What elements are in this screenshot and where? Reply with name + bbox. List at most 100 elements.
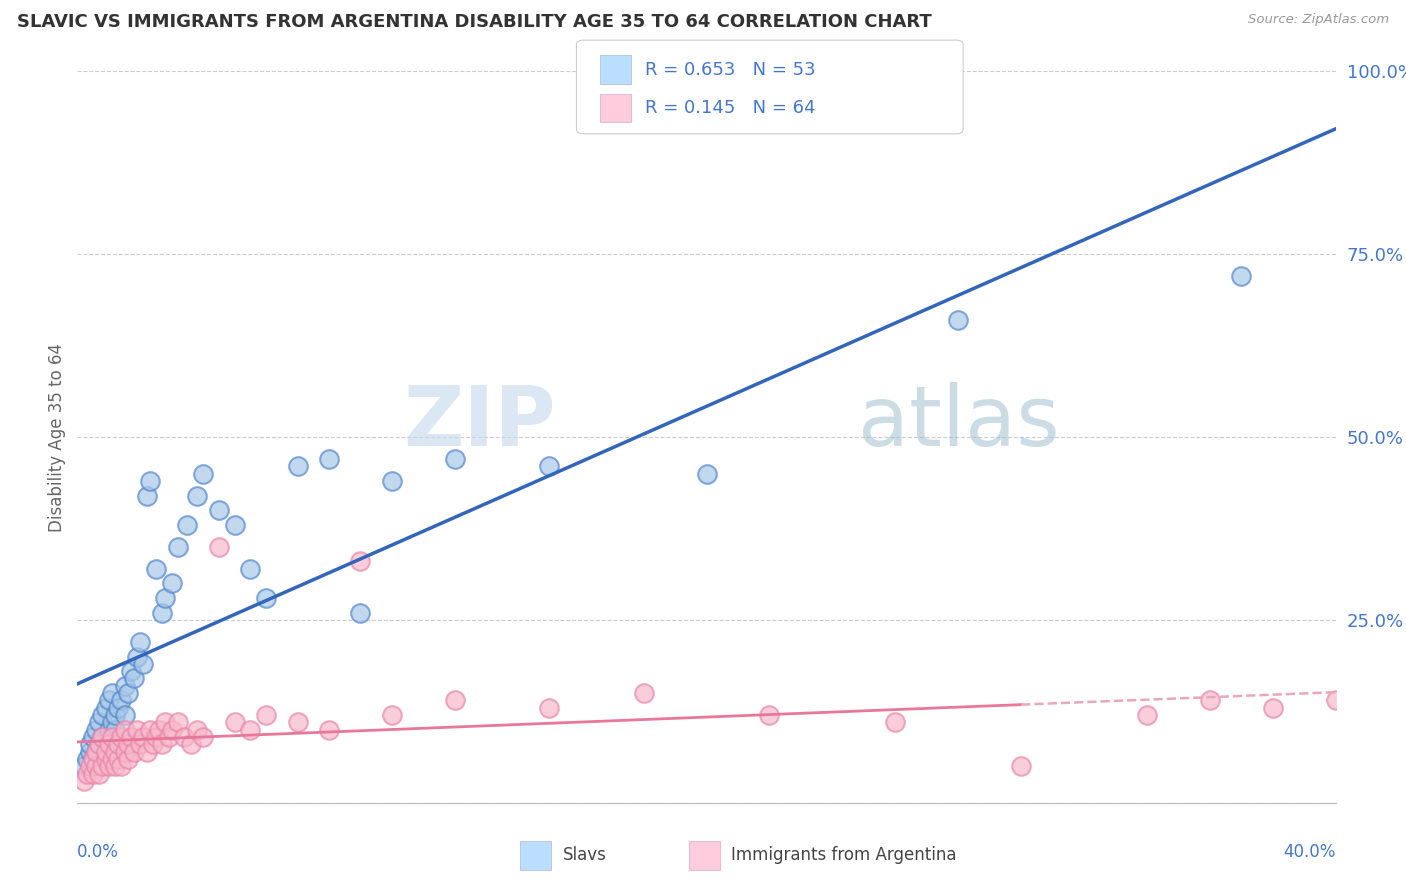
- Point: [104, 759, 127, 773]
- Point: [1230, 269, 1253, 284]
- Point: [180, 737, 202, 751]
- Point: [107, 752, 129, 766]
- Text: Source: ZipAtlas.com: Source: ZipAtlas.com: [1249, 13, 1389, 27]
- Point: [91, 708, 114, 723]
- Point: [160, 723, 183, 737]
- Point: [173, 730, 195, 744]
- Point: [114, 679, 136, 693]
- Point: [633, 686, 655, 700]
- Text: ZIP: ZIP: [404, 382, 555, 463]
- Point: [97, 759, 120, 773]
- Point: [208, 540, 231, 554]
- Point: [107, 737, 129, 751]
- Point: [884, 715, 907, 730]
- Point: [104, 723, 127, 737]
- Point: [101, 686, 124, 700]
- Point: [287, 459, 309, 474]
- Point: [1198, 693, 1220, 707]
- Point: [91, 730, 114, 744]
- Point: [239, 723, 262, 737]
- Point: [186, 723, 208, 737]
- Point: [104, 708, 127, 723]
- Point: [444, 693, 467, 707]
- Point: [94, 700, 117, 714]
- Point: [82, 752, 104, 766]
- Point: [94, 745, 117, 759]
- Point: [254, 591, 277, 605]
- Point: [72, 759, 94, 773]
- Text: 0.0%: 0.0%: [77, 843, 120, 861]
- Point: [129, 635, 152, 649]
- Point: [110, 693, 132, 707]
- Point: [132, 657, 155, 671]
- Point: [208, 503, 231, 517]
- Point: [91, 759, 114, 773]
- Point: [89, 766, 111, 780]
- Point: [117, 737, 139, 751]
- Point: [114, 723, 136, 737]
- Point: [381, 474, 404, 488]
- Point: [117, 752, 139, 766]
- Point: [224, 715, 246, 730]
- Point: [72, 773, 94, 788]
- Point: [120, 664, 142, 678]
- Point: [120, 730, 142, 744]
- Text: R = 0.653   N = 53: R = 0.653 N = 53: [645, 61, 815, 78]
- Point: [696, 467, 718, 481]
- Point: [114, 745, 136, 759]
- Point: [82, 730, 104, 744]
- Point: [101, 752, 124, 766]
- Text: 40.0%: 40.0%: [1284, 843, 1336, 861]
- Point: [132, 730, 155, 744]
- Point: [122, 672, 145, 686]
- Point: [191, 467, 215, 481]
- Point: [101, 715, 124, 730]
- Text: SLAVIC VS IMMIGRANTS FROM ARGENTINA DISABILITY AGE 35 TO 64 CORRELATION CHART: SLAVIC VS IMMIGRANTS FROM ARGENTINA DISA…: [17, 13, 932, 31]
- Point: [167, 540, 190, 554]
- Point: [127, 649, 149, 664]
- Point: [224, 517, 246, 532]
- Point: [155, 715, 177, 730]
- Point: [129, 737, 152, 751]
- Point: [167, 715, 190, 730]
- Point: [381, 708, 404, 723]
- Point: [110, 730, 132, 744]
- Point: [94, 737, 117, 751]
- Point: [82, 752, 104, 766]
- Text: atlas: atlas: [858, 382, 1059, 463]
- Point: [97, 693, 120, 707]
- Text: R = 0.145   N = 64: R = 0.145 N = 64: [645, 99, 815, 117]
- Point: [155, 591, 177, 605]
- Point: [287, 715, 309, 730]
- Point: [176, 517, 198, 532]
- Point: [318, 452, 340, 467]
- Point: [89, 737, 111, 751]
- Point: [84, 745, 107, 759]
- Point: [186, 489, 208, 503]
- Point: [79, 745, 101, 759]
- Point: [150, 606, 173, 620]
- Point: [84, 723, 107, 737]
- Point: [1261, 700, 1284, 714]
- Point: [110, 759, 132, 773]
- Point: [104, 745, 127, 759]
- Text: Slavs: Slavs: [562, 847, 606, 864]
- Point: [101, 730, 124, 744]
- Point: [122, 745, 145, 759]
- Point: [107, 700, 129, 714]
- Point: [84, 759, 107, 773]
- Point: [142, 737, 165, 751]
- Point: [135, 489, 157, 503]
- Point: [97, 737, 120, 751]
- Point: [135, 745, 157, 759]
- Text: Immigrants from Argentina: Immigrants from Argentina: [731, 847, 956, 864]
- Point: [76, 752, 98, 766]
- Point: [76, 766, 98, 780]
- Point: [948, 313, 970, 327]
- Point: [94, 752, 117, 766]
- Point: [1010, 759, 1032, 773]
- Point: [79, 737, 101, 751]
- Point: [160, 576, 183, 591]
- Point: [191, 730, 215, 744]
- Point: [84, 745, 107, 759]
